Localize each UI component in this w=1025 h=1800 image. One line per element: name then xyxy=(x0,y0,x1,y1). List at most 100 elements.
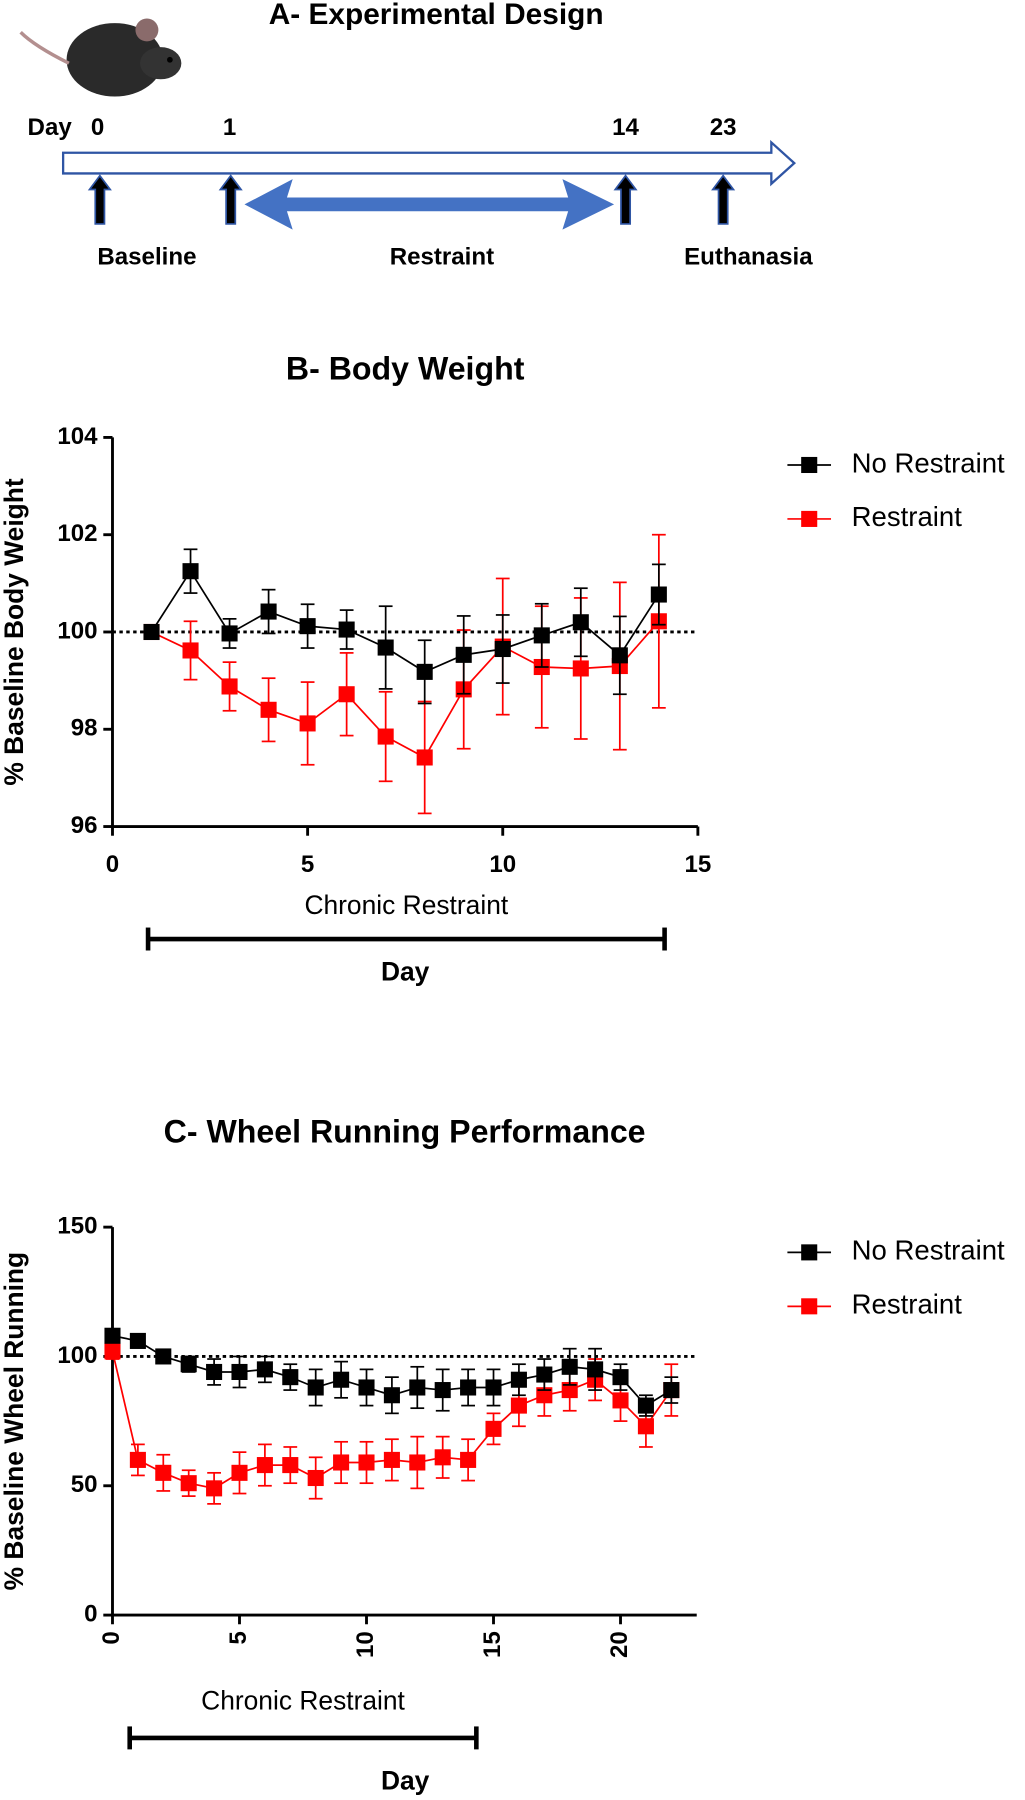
data-point xyxy=(494,640,511,658)
data-point xyxy=(533,627,550,644)
data-point xyxy=(307,1379,324,1396)
data-point xyxy=(637,1418,654,1435)
data-point xyxy=(572,614,589,631)
data-point xyxy=(231,1464,248,1481)
legend-marker xyxy=(801,510,818,527)
phase-label: Restraint xyxy=(390,244,494,271)
y-tick-label: 0 xyxy=(84,1600,97,1627)
data-point xyxy=(155,1464,172,1481)
phase-label: Euthanasia xyxy=(684,244,813,271)
y-tick-label: 104 xyxy=(57,423,98,450)
annotation: Chronic Restraint xyxy=(201,1685,405,1715)
data-point xyxy=(155,1348,172,1365)
data-point xyxy=(282,1369,299,1386)
x-tick-label: 15 xyxy=(684,851,711,878)
data-point xyxy=(104,1343,121,1360)
data-point xyxy=(338,621,355,638)
x-tick-label: 20 xyxy=(606,1631,633,1658)
timepoint-arrows xyxy=(87,174,736,225)
data-point xyxy=(282,1457,299,1474)
data-point xyxy=(143,623,160,641)
data-point xyxy=(416,663,433,680)
data-point xyxy=(587,1361,604,1378)
data-point xyxy=(455,646,472,663)
y-tick-label: 98 xyxy=(71,715,98,742)
data-point xyxy=(383,1451,400,1468)
data-point xyxy=(299,715,316,732)
data-point xyxy=(333,1454,350,1471)
data-point xyxy=(221,625,238,642)
data-point xyxy=(510,1371,527,1388)
data-point xyxy=(129,1332,146,1349)
data-point xyxy=(383,1387,400,1404)
data-point xyxy=(260,701,277,718)
data-point xyxy=(180,1356,197,1373)
data-point xyxy=(536,1366,553,1383)
chart-title: B- Body Weight xyxy=(286,350,525,386)
annotation: Chronic Restraint xyxy=(304,890,508,920)
data-point xyxy=(221,678,238,695)
data-point xyxy=(256,1361,273,1378)
y-tick-label: 150 xyxy=(57,1212,97,1239)
timepoint-label: 23 xyxy=(710,114,737,141)
data-point xyxy=(231,1363,248,1381)
y-tick-label: 96 xyxy=(71,812,98,839)
series xyxy=(143,548,667,705)
legend-label: Restraint xyxy=(852,1289,963,1320)
data-point xyxy=(377,728,394,745)
timepoint-label: 14 xyxy=(612,114,639,141)
data-point xyxy=(536,1387,553,1404)
chart-title: C- Wheel Running Performance xyxy=(164,1114,646,1150)
x-axis-label: Day xyxy=(381,956,430,986)
data-point xyxy=(663,1382,680,1399)
data-point xyxy=(338,686,355,703)
data-point xyxy=(561,1382,578,1399)
x-tick-label: 0 xyxy=(106,851,119,878)
timeline-arrow xyxy=(61,139,797,187)
y-tick-label: 100 xyxy=(57,617,97,644)
day-label: Day xyxy=(28,114,73,141)
data-point xyxy=(180,1475,197,1492)
y-tick-label: 100 xyxy=(57,1342,97,1369)
data-point xyxy=(333,1371,350,1388)
series xyxy=(104,1342,680,1505)
x-tick-label: 5 xyxy=(301,851,314,878)
mouse-icon xyxy=(19,18,182,97)
data-point xyxy=(104,1327,121,1344)
data-point xyxy=(206,1363,223,1381)
data-point xyxy=(510,1397,527,1414)
data-point xyxy=(572,660,589,677)
data-point xyxy=(358,1454,375,1471)
data-point xyxy=(256,1457,273,1474)
legend-label: No Restraint xyxy=(852,447,1005,478)
data-point xyxy=(129,1451,146,1468)
data-point xyxy=(307,1469,324,1487)
y-axis-label: % Baseline Wheel Running xyxy=(0,1252,29,1591)
restraint-arrow xyxy=(244,179,615,230)
data-point xyxy=(460,1379,477,1396)
phase-label: Baseline xyxy=(97,244,196,271)
data-point xyxy=(434,1382,451,1399)
data-point xyxy=(650,586,667,603)
y-axis-label: % Baseline Body Weight xyxy=(0,478,29,785)
legend-label: No Restraint xyxy=(852,1235,1005,1266)
data-point xyxy=(561,1358,578,1375)
data-point xyxy=(485,1379,502,1396)
x-tick-label: 10 xyxy=(489,851,516,878)
legend-label: Restraint xyxy=(852,501,963,532)
data-point xyxy=(409,1379,426,1396)
x-tick-label: 15 xyxy=(479,1631,506,1658)
data-point xyxy=(485,1420,502,1437)
x-tick-label: 10 xyxy=(352,1631,379,1658)
data-point xyxy=(611,647,628,664)
data-point xyxy=(260,603,277,620)
x-tick-label: 0 xyxy=(98,1631,125,1644)
data-point xyxy=(460,1451,477,1468)
series xyxy=(143,533,667,815)
data-point xyxy=(358,1379,375,1396)
diagram-title: A- Experimental Design xyxy=(269,0,604,31)
data-point xyxy=(416,749,433,766)
data-point xyxy=(409,1454,426,1471)
x-tick-label: 5 xyxy=(225,1631,252,1644)
